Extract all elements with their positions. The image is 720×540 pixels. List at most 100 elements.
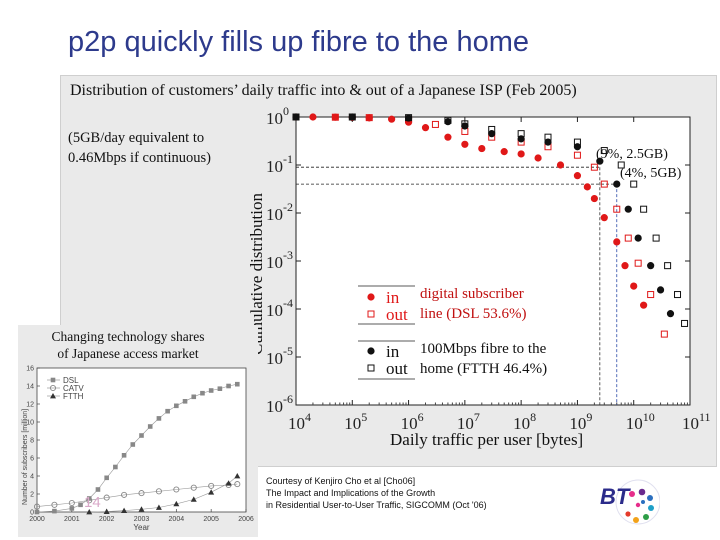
data-point xyxy=(656,286,665,294)
inset-data-point xyxy=(156,416,162,421)
courtesy-line-3: in Residential User-to-User Traffic, SIG… xyxy=(266,500,487,510)
data-point xyxy=(444,133,452,141)
inset-data-point xyxy=(86,497,93,504)
inset-data-point xyxy=(34,509,40,515)
data-point xyxy=(596,157,604,165)
inset-x-tick-label: 2004 xyxy=(169,516,185,523)
data-point xyxy=(488,125,496,133)
data-point xyxy=(600,147,608,155)
x-tick-label: 109 xyxy=(569,410,592,433)
inset-x-tick-label: 2003 xyxy=(134,516,150,523)
x-tick-label: 107 xyxy=(457,410,480,433)
data-point xyxy=(517,130,525,138)
inset-title: Changing technology shares of Japanese a… xyxy=(18,328,238,362)
callout-ftth: (4%, 5GB) xyxy=(620,166,682,181)
data-point xyxy=(461,120,469,128)
inset-y-tick-label: 6 xyxy=(30,456,34,463)
inset-y-tick-label: 14 xyxy=(26,384,34,391)
data-point xyxy=(630,282,638,290)
inset-data-point xyxy=(208,482,215,489)
inset-x-tick-label: 2002 xyxy=(99,516,115,523)
inset-data-point xyxy=(138,506,145,512)
data-point xyxy=(634,259,642,267)
inset-data-point xyxy=(51,501,58,508)
courtesy-line-1: Courtesy of Kenjiro Cho et al [Cho06] xyxy=(266,476,416,486)
inset-legend-label: CATV xyxy=(63,384,84,393)
inset-series-line xyxy=(36,383,238,513)
inset-data-point xyxy=(139,433,144,438)
inset-data-point xyxy=(52,508,57,514)
inset-data-point xyxy=(103,508,110,514)
data-point xyxy=(600,180,608,188)
data-point xyxy=(600,214,608,222)
x-axis-label: Daily traffic per user [bytes] xyxy=(390,430,583,449)
legend-ftth-desc-line2: home (FTTH 46.4%) xyxy=(420,361,548,377)
data-point xyxy=(652,234,660,242)
inset-data-point xyxy=(113,464,118,470)
inset-data-point xyxy=(234,381,240,387)
x-tick-label: 1011 xyxy=(682,410,711,433)
data-point xyxy=(630,180,638,188)
data-point xyxy=(624,205,632,213)
inset-y-tick-label: 0 xyxy=(30,510,34,517)
data-point xyxy=(634,234,642,242)
data-point xyxy=(461,140,469,148)
inset-data-point xyxy=(78,502,83,508)
data-point xyxy=(590,194,598,203)
inset-data-point xyxy=(173,500,180,507)
inset-data-point xyxy=(217,386,223,391)
y-tick-label: 10-1 xyxy=(266,152,293,176)
inset-data-point xyxy=(86,509,93,515)
x-tick-label: 104 xyxy=(288,410,311,433)
inset-legend-marker xyxy=(49,384,57,392)
inset-data-point xyxy=(208,388,214,393)
inset-data-point xyxy=(130,442,136,447)
data-point xyxy=(666,310,675,318)
data-point xyxy=(573,172,582,180)
inset-data-point xyxy=(225,480,232,486)
inset-x-tick-label: 2001 xyxy=(64,516,80,523)
x-tick-label: 108 xyxy=(513,410,536,433)
data-point xyxy=(500,148,508,156)
inset-y-tick-label: 4 xyxy=(30,474,34,481)
inset-data-point xyxy=(182,399,188,404)
inset-legend-marker xyxy=(50,393,56,399)
courtesy-text: Courtesy of Kenjiro Cho et al [Cho06] Th… xyxy=(266,475,487,511)
inset-y-tick-label: 8 xyxy=(30,438,34,445)
legend-marker-dsl-in xyxy=(367,293,375,301)
data-point xyxy=(583,183,591,191)
y-axis-label: Cumulative distribution xyxy=(247,193,266,355)
data-point xyxy=(517,150,525,158)
inset-data-point xyxy=(104,475,109,481)
inset-data-point xyxy=(103,494,110,501)
legend-marker-ftth-out xyxy=(367,364,375,372)
inset-series-line xyxy=(36,483,238,507)
inset-legend-label: DSL xyxy=(63,376,79,385)
data-point xyxy=(388,115,396,123)
y-tick-label: 10-2 xyxy=(266,200,293,224)
inset-data-point xyxy=(121,491,128,498)
legend-ftth-desc-line1: 100Mbps fibre to the xyxy=(420,341,547,357)
legend-label-ftth-out: out xyxy=(386,359,408,378)
inset-data-point xyxy=(121,453,127,458)
data-point xyxy=(556,161,565,169)
note-line-2: 0.46Mbps if continuous) xyxy=(68,150,211,166)
data-point xyxy=(331,113,339,121)
data-point xyxy=(674,291,682,299)
data-point xyxy=(348,113,356,121)
inset-data-point xyxy=(200,390,205,396)
inset-legend-label: FTTH xyxy=(63,392,84,401)
y-tick-label: 10-5 xyxy=(266,344,293,368)
inset-data-point xyxy=(121,507,128,514)
legend-marker-dsl-out xyxy=(367,310,375,318)
data-point xyxy=(405,114,413,122)
legend-dsl-desc-line1: digital subscriber xyxy=(420,286,524,302)
bt-logo-text: BT xyxy=(600,484,630,509)
data-point xyxy=(421,124,430,132)
y-tick-label: 10-3 xyxy=(266,248,293,272)
inset-data-point xyxy=(95,487,101,492)
inset-data-point xyxy=(68,499,75,507)
legend-label-dsl-in: in xyxy=(386,288,400,307)
